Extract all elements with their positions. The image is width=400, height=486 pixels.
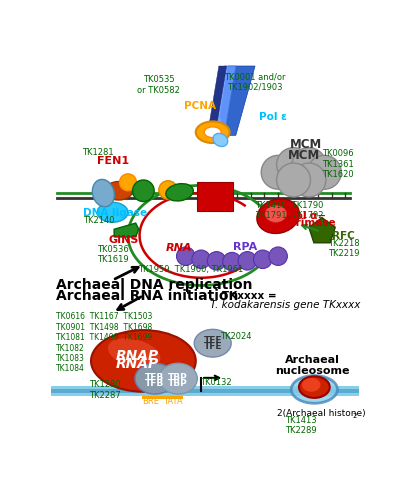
Text: TBP: TBP <box>168 373 188 382</box>
Text: TK1281: TK1281 <box>82 148 114 156</box>
Text: Archaeal DNA replication: Archaeal DNA replication <box>56 278 252 292</box>
Ellipse shape <box>91 330 196 392</box>
Circle shape <box>192 250 210 269</box>
Ellipse shape <box>159 363 197 394</box>
Text: Pol α−: Pol α− <box>288 211 326 221</box>
Circle shape <box>292 148 326 181</box>
Bar <box>197 181 233 211</box>
Ellipse shape <box>92 179 114 207</box>
Ellipse shape <box>204 127 221 138</box>
Circle shape <box>207 252 226 270</box>
Text: RNAP: RNAP <box>116 357 159 371</box>
Text: T. kodakarensis gene TKxxxx: T. kodakarensis gene TKxxxx <box>210 300 361 310</box>
Ellipse shape <box>257 199 300 233</box>
Bar <box>51 385 359 397</box>
Ellipse shape <box>299 376 330 398</box>
Circle shape <box>120 174 136 191</box>
Bar <box>142 396 183 399</box>
Text: TK1413
TK2289: TK1413 TK2289 <box>285 416 316 435</box>
Text: RNA: RNA <box>166 243 192 253</box>
Circle shape <box>238 252 256 270</box>
Text: BRE: BRE <box>142 397 159 406</box>
Polygon shape <box>207 66 226 135</box>
Text: TATA: TATA <box>163 397 182 406</box>
Text: Archaeal
nucleosome: Archaeal nucleosome <box>276 355 350 376</box>
Ellipse shape <box>97 202 128 222</box>
Text: Primase: Primase <box>288 219 336 228</box>
Polygon shape <box>114 223 139 237</box>
Text: TK1280
TK2287: TK1280 TK2287 <box>88 380 120 399</box>
Text: RNAP: RNAP <box>116 348 159 363</box>
Ellipse shape <box>194 330 231 357</box>
Text: TK1959, TK1960, TK1961: TK1959, TK1960, TK1961 <box>138 265 244 274</box>
Text: MCM: MCM <box>290 138 322 151</box>
Circle shape <box>254 250 272 269</box>
Text: TKxxxx =: TKxxxx = <box>222 291 276 301</box>
Polygon shape <box>211 66 236 135</box>
Circle shape <box>223 252 241 271</box>
Text: RPA: RPA <box>233 242 257 252</box>
Ellipse shape <box>105 181 133 200</box>
Text: TFE: TFE <box>204 336 222 346</box>
Text: TK0536
TK1619: TK0536 TK1619 <box>97 244 129 264</box>
Text: TK1410, TK1790
TK1791, TK1792: TK1410, TK1790 TK1791, TK1792 <box>255 201 324 220</box>
Text: TFB: TFB <box>145 380 164 388</box>
Ellipse shape <box>166 184 193 201</box>
Ellipse shape <box>302 378 320 392</box>
Circle shape <box>292 163 326 197</box>
Polygon shape <box>309 218 335 243</box>
Ellipse shape <box>291 376 338 403</box>
Circle shape <box>133 180 154 202</box>
Text: GINS: GINS <box>109 235 139 245</box>
Ellipse shape <box>108 338 160 368</box>
Text: MCM: MCM <box>288 149 320 162</box>
Circle shape <box>269 247 287 265</box>
Circle shape <box>308 156 341 189</box>
Ellipse shape <box>135 363 175 394</box>
Circle shape <box>159 181 177 199</box>
Polygon shape <box>220 66 255 135</box>
Circle shape <box>176 247 195 265</box>
Text: Pol ε: Pol ε <box>259 112 287 122</box>
Circle shape <box>261 156 295 189</box>
Text: FEN1: FEN1 <box>97 156 129 166</box>
Text: TBP: TBP <box>168 380 188 388</box>
Ellipse shape <box>196 122 230 143</box>
Text: TFE: TFE <box>204 342 222 351</box>
Ellipse shape <box>265 206 287 222</box>
Ellipse shape <box>213 133 228 146</box>
Circle shape <box>277 148 310 181</box>
Text: TK0616  TK1167  TK1503
TK0901  TK1498  TK1698
TK1081  TK1499  TK1699
TK1082
TK10: TK0616 TK1167 TK1503 TK0901 TK1498 TK169… <box>56 312 152 373</box>
Text: TK0132: TK0132 <box>200 378 231 387</box>
Circle shape <box>277 163 310 197</box>
Text: TFB: TFB <box>145 373 164 382</box>
Text: TK0001 and/or
TK1902/1903: TK0001 and/or TK1902/1903 <box>224 72 286 91</box>
Text: TK2140: TK2140 <box>83 216 115 225</box>
Text: RFC: RFC <box>332 231 355 241</box>
Text: Archaeal RNA initiation: Archaeal RNA initiation <box>56 289 238 303</box>
Text: TK2218
TK2219: TK2218 TK2219 <box>328 239 360 258</box>
Text: TK2024: TK2024 <box>220 331 252 341</box>
Text: PCNA: PCNA <box>184 102 216 111</box>
Bar <box>51 389 359 393</box>
Text: DNA ligase: DNA ligase <box>83 208 148 219</box>
Text: 2: 2 <box>353 413 357 418</box>
Text: 2(Archaeal histone): 2(Archaeal histone) <box>277 409 366 418</box>
Text: TK0535
or TK0582: TK0535 or TK0582 <box>137 75 180 95</box>
Text: TK0096
TK1361
TK1620: TK0096 TK1361 TK1620 <box>322 149 354 179</box>
